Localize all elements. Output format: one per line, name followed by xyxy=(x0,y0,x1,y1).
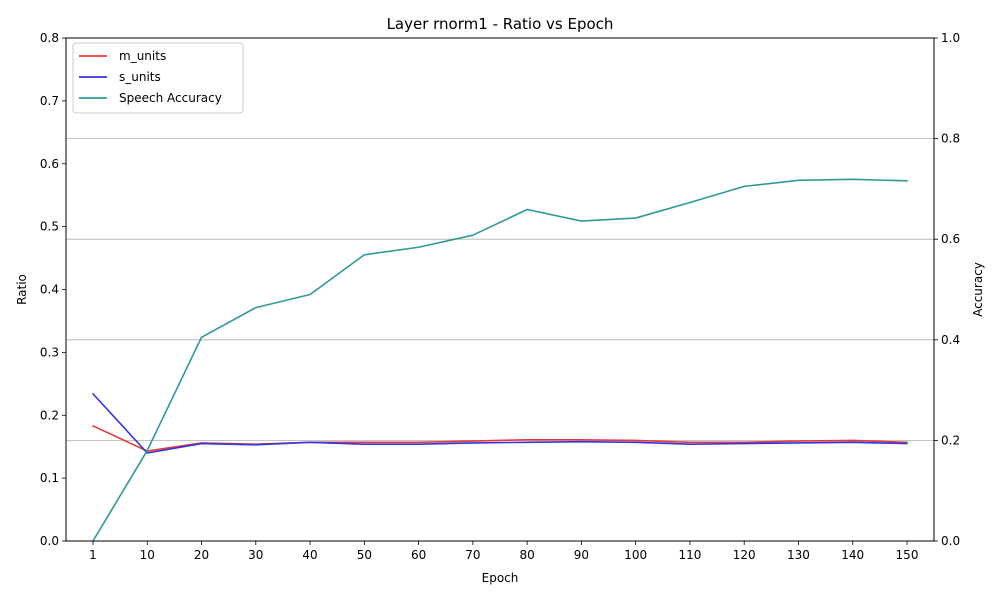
x-tick-label: 140 xyxy=(841,548,864,562)
y-tick-label: 0.3 xyxy=(40,345,59,359)
series-layer xyxy=(92,178,908,542)
legend-box xyxy=(72,42,244,114)
series-line-m-units xyxy=(92,425,908,452)
y-tick-label: 0.1 xyxy=(40,471,59,485)
x-tick-label: 60 xyxy=(411,548,426,562)
x-tick-label: 130 xyxy=(787,548,810,562)
x-tick-label: 40 xyxy=(302,548,317,562)
legend-label: m_units xyxy=(119,49,166,63)
x-tick-label: 80 xyxy=(519,548,534,562)
legend-label: s_units xyxy=(119,70,161,84)
chart-title: Layer rnorm1 - Ratio vs Epoch xyxy=(387,15,614,33)
x-tick-label: 100 xyxy=(624,548,647,562)
y2-tick-label: 0.2 xyxy=(941,433,960,447)
y2-axis-title: Accuracy xyxy=(971,262,985,317)
y-tick-label: 0.5 xyxy=(40,220,59,234)
series-line-s-units xyxy=(92,393,908,454)
y-tick-label: 0.7 xyxy=(40,94,59,108)
y2-tick-label: 0.4 xyxy=(941,333,960,347)
x-tick-label: 10 xyxy=(140,548,155,562)
x-tick-label: 150 xyxy=(896,548,919,562)
ticks-layer: 1 10 20 30 40 50 60 70 80 90 100 110 120 130 140 1500.0… xyxy=(40,31,960,562)
x-tick-label: 1 xyxy=(89,548,97,562)
x-tick-label: 30 xyxy=(248,548,263,562)
y-tick-label: 0.0 xyxy=(40,534,59,548)
y2-tick-label: 0.0 xyxy=(941,534,960,548)
y-axis-title: Ratio xyxy=(15,274,29,305)
x-tick-label: 70 xyxy=(465,548,480,562)
y2-tick-label: 0.6 xyxy=(941,232,960,246)
y2-tick-label: 0.8 xyxy=(941,132,960,146)
legend: m_units s_units Speech Accuracy xyxy=(72,42,244,114)
y-tick-label: 0.2 xyxy=(40,408,59,422)
y2-tick-label: 1.0 xyxy=(941,31,960,45)
y-tick-label: 0.4 xyxy=(40,283,59,297)
grid-layer xyxy=(66,138,934,441)
x-tick-label: 90 xyxy=(574,548,589,562)
x-tick-label: 50 xyxy=(357,548,372,562)
y-tick-label: 0.6 xyxy=(40,157,59,171)
x-tick-label: 120 xyxy=(733,548,756,562)
x-axis-title: Epoch xyxy=(482,571,519,585)
y-tick-label: 0.8 xyxy=(40,31,59,45)
legend-label: Speech Accuracy xyxy=(119,91,222,105)
legend-items: m_units s_units Speech Accuracy xyxy=(79,49,222,105)
x-tick-label: 110 xyxy=(678,548,701,562)
x-tick-label: 20 xyxy=(194,548,209,562)
series-line-speech-accuracy xyxy=(92,178,908,542)
